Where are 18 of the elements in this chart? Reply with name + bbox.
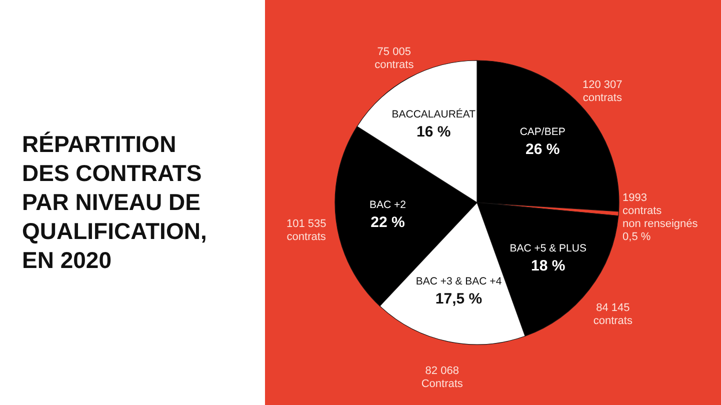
slice-label: non renseignés [622, 218, 698, 230]
slice-label: BAC +3 & BAC +4 [416, 276, 502, 288]
text: 120 307 contrats [582, 78, 622, 104]
data-label: 16 % [416, 124, 451, 141]
text: 84 145 contrats [593, 302, 633, 327]
data-label: 22 % [370, 214, 405, 231]
slice-label: BACCALAURÉAT [392, 108, 476, 121]
slice-label: BAC +2 [369, 198, 406, 211]
data-label: 26 % [526, 140, 560, 158]
data-label: 17,5 % [435, 290, 482, 308]
data-label: 18 % [531, 258, 566, 275]
text: 101 535 contrats [286, 218, 326, 244]
text: 82 068 Contrats [421, 364, 464, 390]
text: RÉPARTITION DES CONTRATS PAR NIVEAU DE QUALIFICATION, EN 2020 [22, 130, 208, 275]
text: 75 005 contrats [374, 46, 414, 71]
slice-label: CAP/BEP [520, 126, 566, 138]
slice-label: BAC +5 & PLUS [510, 242, 586, 255]
data-label: 0,5 % [622, 230, 651, 243]
